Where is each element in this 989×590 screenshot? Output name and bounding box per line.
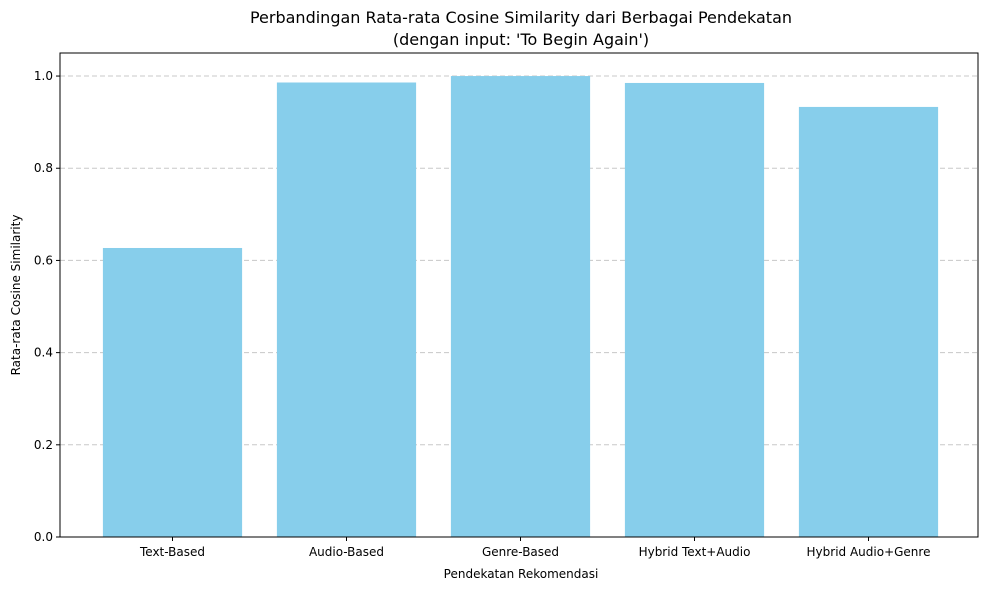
x-axis: Text-Based Audio-Based Genre-Based Hybrid T… xyxy=(139,537,930,559)
bar xyxy=(102,247,243,538)
x-tick-label: Text-Based xyxy=(139,545,205,559)
x-tick-label: Audio-Based xyxy=(309,545,384,559)
bar xyxy=(624,82,765,537)
bars xyxy=(102,76,939,538)
chart-subtitle: (dengan input: 'To Begin Again') xyxy=(393,30,649,49)
y-tick-label: 0.6 xyxy=(34,253,53,267)
bar xyxy=(276,82,417,538)
x-axis-label: Pendekatan Rekomendasi xyxy=(444,567,599,581)
y-tick-label: 0.8 xyxy=(34,161,53,175)
y-tick-label: 0.2 xyxy=(34,438,53,452)
y-tick-label: 0.4 xyxy=(34,346,53,360)
bar xyxy=(798,106,939,537)
chart-title: Perbandingan Rata-rata Cosine Similarity… xyxy=(250,8,792,27)
y-tick-label: 1.0 xyxy=(34,69,53,83)
y-axis-label: Rata-rata Cosine Similarity xyxy=(9,215,23,376)
plot-frame xyxy=(59,52,979,538)
y-axis: 0.0 0.2 0.4 0.6 0.8 1.0 xyxy=(34,69,60,544)
x-tick-label: Hybrid Text+Audio xyxy=(639,545,751,559)
x-tick-label: Genre-Based xyxy=(482,545,559,559)
bar xyxy=(450,76,591,538)
y-tick-label: 0.0 xyxy=(34,530,53,544)
x-tick-label: Hybrid Audio+Genre xyxy=(807,545,931,559)
